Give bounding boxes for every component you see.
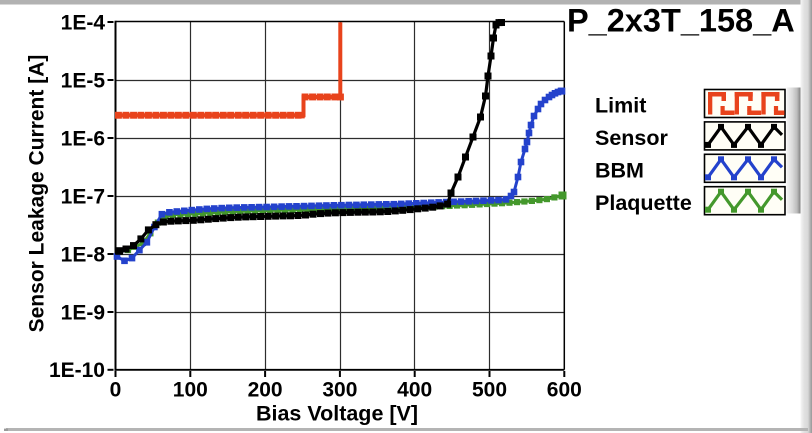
svg-text:Sensor: Sensor — [595, 126, 669, 150]
svg-text:300: 300 — [322, 379, 357, 402]
svg-text:1E-8: 1E-8 — [61, 243, 106, 266]
svg-text:600: 600 — [547, 379, 582, 402]
svg-text:P_2x3T_158_A: P_2x3T_158_A — [567, 3, 795, 39]
svg-text:BBM: BBM — [595, 159, 644, 183]
svg-text:1E-7: 1E-7 — [61, 185, 105, 208]
svg-text:Plaquette: Plaquette — [595, 191, 692, 215]
svg-text:500: 500 — [472, 379, 507, 402]
svg-text:Bias Voltage [V]: Bias Voltage [V] — [256, 402, 418, 426]
svg-text:400: 400 — [397, 379, 432, 402]
svg-text:1E-4: 1E-4 — [61, 11, 106, 34]
svg-text:Limit: Limit — [595, 94, 646, 118]
svg-text:1E-6: 1E-6 — [61, 127, 105, 150]
svg-text:1E-10: 1E-10 — [49, 359, 105, 382]
svg-text:1E-9: 1E-9 — [61, 301, 105, 324]
svg-text:100: 100 — [173, 379, 208, 402]
svg-text:1E-5: 1E-5 — [61, 69, 106, 92]
svg-text:Sensor Leakage Current [A]: Sensor Leakage Current [A] — [26, 55, 49, 333]
svg-text:200: 200 — [248, 379, 283, 402]
svg-text:0: 0 — [110, 379, 122, 402]
